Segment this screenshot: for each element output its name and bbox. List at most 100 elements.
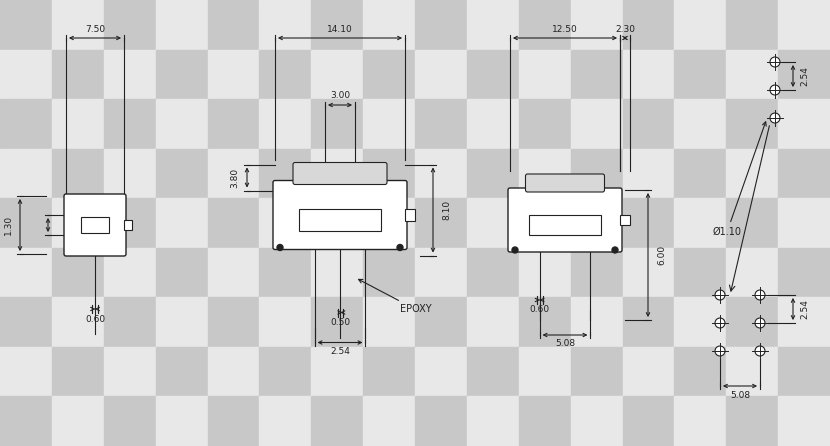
Bar — [0, 149, 52, 198]
Bar — [415, 297, 467, 347]
Bar — [364, 198, 415, 248]
FancyBboxPatch shape — [64, 194, 126, 256]
Bar — [467, 99, 519, 149]
Text: 8.10: 8.10 — [442, 200, 452, 220]
Circle shape — [397, 244, 403, 251]
Bar — [311, 297, 364, 347]
Bar — [52, 149, 104, 198]
Bar — [156, 248, 208, 297]
Bar — [571, 50, 622, 99]
Bar — [726, 297, 779, 347]
Bar — [519, 347, 571, 396]
Bar — [726, 149, 779, 198]
Bar — [156, 149, 208, 198]
Text: 0.60: 0.60 — [85, 314, 105, 323]
Bar — [52, 50, 104, 99]
Bar — [622, 347, 675, 396]
Bar — [726, 347, 779, 396]
Bar — [726, 99, 779, 149]
Bar — [726, 0, 779, 50]
Bar — [571, 0, 622, 50]
Bar — [52, 297, 104, 347]
Bar — [415, 396, 467, 446]
Bar — [779, 149, 830, 198]
Bar — [529, 215, 601, 235]
Bar — [364, 50, 415, 99]
Bar — [0, 50, 52, 99]
Bar — [622, 99, 675, 149]
Bar — [311, 50, 364, 99]
Bar — [571, 248, 622, 297]
Bar — [260, 248, 311, 297]
Bar — [124, 220, 132, 230]
Circle shape — [755, 346, 765, 356]
Bar — [52, 396, 104, 446]
Bar — [519, 50, 571, 99]
Bar — [364, 297, 415, 347]
Bar — [104, 99, 156, 149]
Bar — [364, 396, 415, 446]
Bar — [467, 297, 519, 347]
Text: 5.08: 5.08 — [555, 339, 575, 348]
Text: 2.54: 2.54 — [330, 347, 350, 356]
Bar — [311, 0, 364, 50]
Bar — [0, 99, 52, 149]
Bar — [675, 198, 726, 248]
Bar — [467, 50, 519, 99]
Bar — [779, 396, 830, 446]
Bar — [364, 99, 415, 149]
Bar — [156, 396, 208, 446]
Circle shape — [755, 318, 765, 328]
Bar — [571, 149, 622, 198]
Bar — [260, 396, 311, 446]
Text: 1.30: 1.30 — [3, 215, 12, 235]
Bar — [779, 297, 830, 347]
Bar — [622, 198, 675, 248]
Bar — [415, 0, 467, 50]
Bar — [622, 0, 675, 50]
Bar — [415, 99, 467, 149]
Bar — [311, 149, 364, 198]
Bar — [571, 396, 622, 446]
Bar — [571, 297, 622, 347]
Bar — [104, 50, 156, 99]
Bar — [571, 198, 622, 248]
Bar — [208, 50, 260, 99]
Bar — [156, 0, 208, 50]
Bar — [622, 396, 675, 446]
Bar — [0, 0, 52, 50]
Bar — [0, 396, 52, 446]
Bar — [104, 149, 156, 198]
Bar — [156, 198, 208, 248]
Circle shape — [715, 318, 725, 328]
Bar — [208, 99, 260, 149]
Bar — [779, 347, 830, 396]
Bar — [364, 149, 415, 198]
Bar — [779, 99, 830, 149]
Bar — [726, 248, 779, 297]
Bar — [415, 347, 467, 396]
Bar — [52, 99, 104, 149]
Bar — [260, 50, 311, 99]
Bar — [104, 396, 156, 446]
Bar — [675, 99, 726, 149]
Bar — [208, 396, 260, 446]
Bar — [415, 248, 467, 297]
Bar — [405, 209, 415, 221]
Bar — [675, 396, 726, 446]
Bar — [467, 347, 519, 396]
Bar — [726, 50, 779, 99]
Circle shape — [755, 290, 765, 300]
Bar — [208, 297, 260, 347]
Bar — [311, 347, 364, 396]
FancyBboxPatch shape — [273, 181, 407, 249]
Bar — [104, 297, 156, 347]
Bar — [779, 0, 830, 50]
Text: Ø1.10: Ø1.10 — [712, 122, 766, 237]
Bar — [156, 347, 208, 396]
Bar — [52, 198, 104, 248]
Bar — [675, 347, 726, 396]
Bar — [156, 50, 208, 99]
Circle shape — [770, 113, 780, 123]
Bar — [571, 347, 622, 396]
